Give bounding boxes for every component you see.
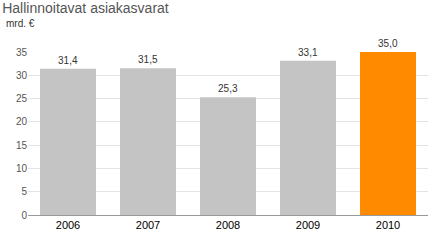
svg-text:Hallinnoitavat asiakasvarat: Hallinnoitavat asiakasvarat [2,0,169,16]
svg-text:33,1: 33,1 [298,47,318,58]
svg-text:35: 35 [16,47,28,58]
svg-text:15: 15 [16,140,28,151]
svg-text:5: 5 [21,186,27,197]
svg-text:0: 0 [21,210,27,221]
svg-text:25: 25 [16,93,28,104]
svg-text:31,4: 31,4 [58,55,78,66]
svg-text:2007: 2007 [136,219,160,231]
svg-text:31,5: 31,5 [138,54,158,65]
svg-text:2006: 2006 [56,219,80,231]
svg-text:2009: 2009 [296,219,320,231]
svg-text:25,3: 25,3 [218,83,238,94]
svg-text:10: 10 [16,163,28,174]
svg-text:mrd. €: mrd. € [6,18,35,29]
svg-text:2008: 2008 [216,219,240,231]
svg-text:20: 20 [16,116,28,127]
svg-text:30: 30 [16,70,28,81]
svg-text:35,0: 35,0 [378,38,398,49]
svg-text:2010: 2010 [376,219,400,231]
